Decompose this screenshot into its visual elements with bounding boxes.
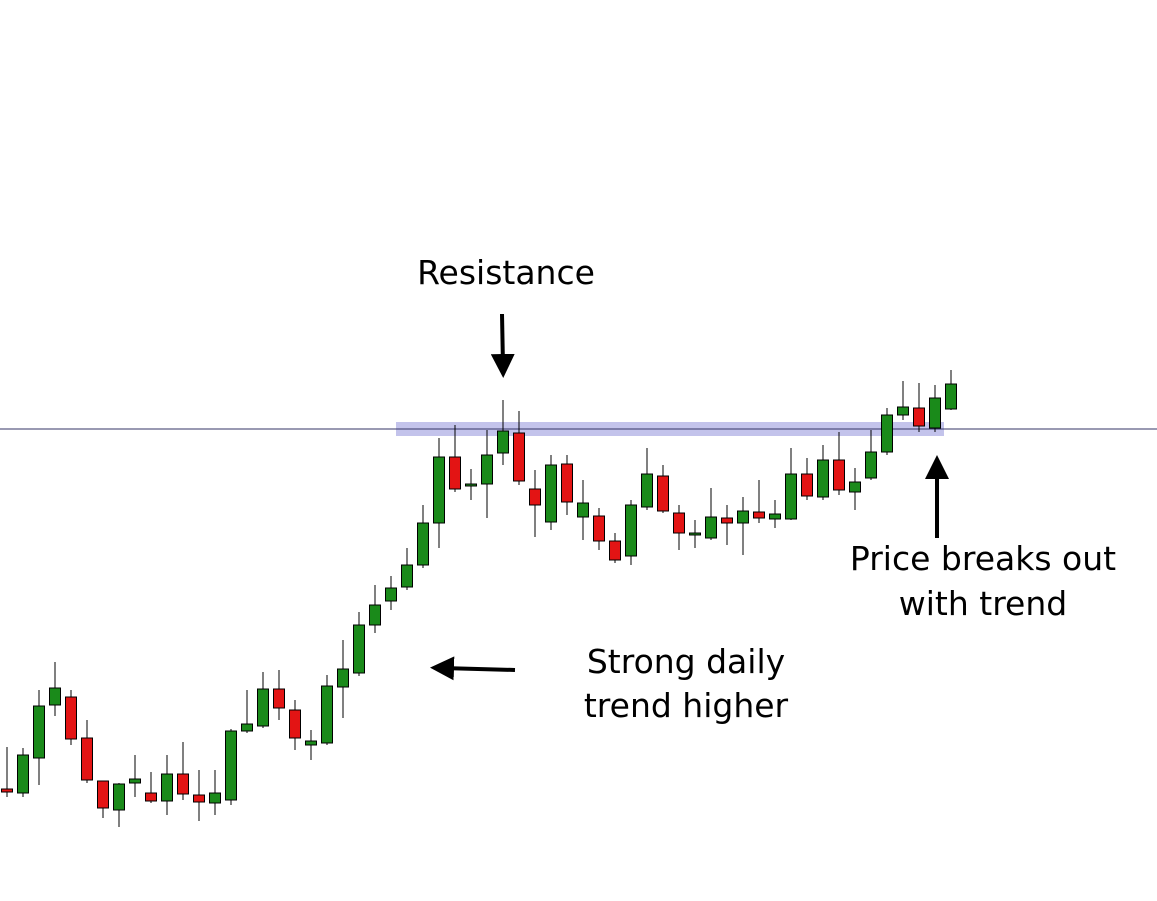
annotation: Strong daily (587, 642, 785, 681)
candle-body (609, 540, 621, 561)
candle-body (849, 481, 861, 493)
candle-body (449, 456, 461, 490)
candle-body (273, 688, 285, 709)
candle-layer (1, 370, 957, 827)
candle-body (289, 709, 301, 739)
annotation: Resistance (417, 253, 595, 292)
candle-body (321, 685, 333, 744)
candle-body (561, 463, 573, 503)
candle-body (513, 432, 525, 482)
candle-body (753, 511, 765, 519)
candle-body (481, 454, 493, 485)
candle-body (145, 792, 157, 802)
annotation: with trend (899, 584, 1067, 623)
candle-body (833, 459, 845, 491)
candle-body (801, 473, 813, 497)
candle-body (641, 473, 653, 508)
candle-body (161, 773, 173, 802)
candle-body (497, 430, 509, 454)
annotation: trend higher (584, 686, 789, 725)
candle-body (97, 780, 109, 809)
candle-body (865, 451, 877, 479)
candle-body (593, 515, 605, 542)
candle-body (337, 668, 349, 688)
candle-body (193, 794, 205, 803)
candle-body (113, 783, 125, 811)
candle-body (705, 516, 717, 539)
candle-body (673, 512, 685, 534)
candle-body (721, 517, 733, 524)
arrow (490, 313, 515, 378)
candle-body (945, 383, 957, 410)
candle-body (785, 473, 797, 520)
candle-body (129, 778, 141, 784)
candle-body (353, 624, 365, 674)
candle-body (65, 696, 77, 740)
candle-body (369, 604, 381, 626)
candle-body (241, 723, 253, 732)
candle-body (225, 730, 237, 801)
candle-body (625, 504, 637, 557)
annotation: Price breaks out (850, 539, 1116, 578)
candle-body (657, 475, 669, 512)
candle-body (385, 587, 397, 602)
candle-body (881, 414, 893, 453)
candle-body (769, 513, 781, 520)
candle-body (817, 459, 829, 498)
candle-body (33, 705, 45, 759)
candle-body (913, 407, 925, 427)
candle-body (545, 464, 557, 523)
candle-body (257, 688, 269, 727)
candle-body (577, 502, 589, 518)
candle-body (17, 754, 29, 794)
candle-body (177, 773, 189, 795)
candle-body (465, 483, 477, 487)
candle-body (897, 406, 909, 416)
candle-body (689, 532, 701, 536)
zone-layer (0, 422, 1157, 436)
candle-body (1, 788, 13, 793)
candle-body (433, 456, 445, 524)
candle-body (305, 740, 317, 746)
candle-body (401, 564, 413, 588)
candle-body (737, 510, 749, 524)
candle-body (209, 792, 221, 804)
candle-body (49, 687, 61, 706)
arrow (430, 656, 516, 681)
candle-body (929, 397, 941, 429)
candle-body (529, 488, 541, 506)
candle-body (417, 522, 429, 566)
candle-body (81, 737, 93, 781)
